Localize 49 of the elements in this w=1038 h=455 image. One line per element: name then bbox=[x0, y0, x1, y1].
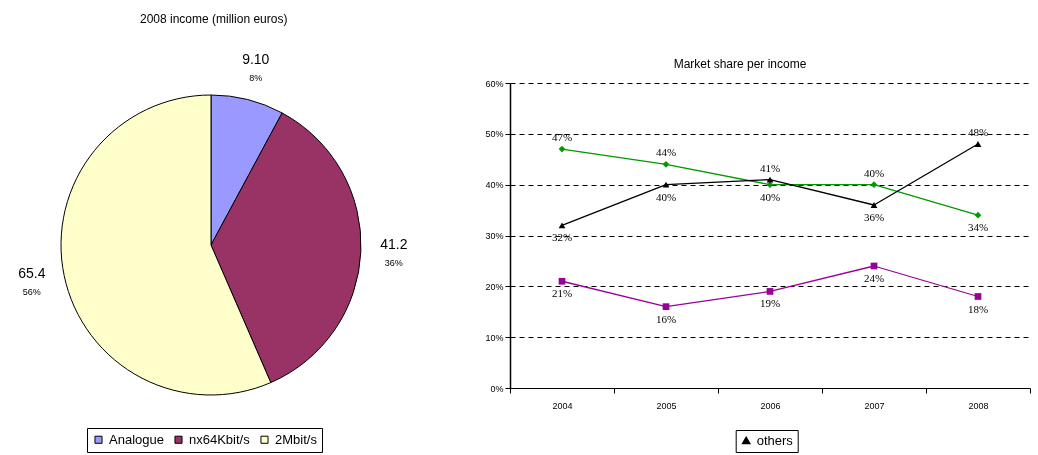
data-label: 40% bbox=[863, 166, 885, 179]
data-label: 16% bbox=[655, 312, 677, 325]
point bbox=[766, 181, 774, 189]
data-label: 36% bbox=[863, 211, 885, 223]
point bbox=[662, 181, 670, 188]
point bbox=[870, 202, 878, 208]
y-tick-label: 60% bbox=[485, 78, 504, 89]
legend-label: 2Mbit/s bbox=[275, 431, 318, 447]
data-label: 24% bbox=[863, 272, 885, 284]
x-tick-label: 2005 bbox=[656, 400, 677, 411]
point bbox=[662, 303, 670, 311]
data-label: 40% bbox=[655, 190, 677, 203]
point bbox=[558, 145, 566, 153]
y-tick-label: 30% bbox=[485, 231, 504, 241]
data-label: 34% bbox=[967, 221, 989, 234]
data-label: 41.2 bbox=[380, 235, 408, 252]
point bbox=[558, 222, 566, 229]
x-tick-label: 2007 bbox=[864, 400, 885, 411]
x-tick-label: 2004 bbox=[552, 400, 573, 411]
data-label: 19% bbox=[759, 297, 781, 310]
text: 36% bbox=[384, 257, 403, 268]
y-tick-label: 0% bbox=[490, 383, 504, 394]
point bbox=[974, 141, 982, 147]
chart-title: 2008 income (million euros) bbox=[140, 12, 288, 26]
text: 8% bbox=[249, 72, 263, 83]
data-label: 21% bbox=[551, 287, 573, 300]
legend-label: nx64Kbit/s bbox=[189, 431, 251, 447]
point bbox=[662, 160, 670, 168]
text: 56% bbox=[22, 287, 41, 298]
point bbox=[870, 181, 878, 189]
y-tick-label: 10% bbox=[485, 332, 504, 343]
x-tick-label: 2006 bbox=[760, 400, 781, 411]
data-label: 18% bbox=[967, 302, 989, 315]
point bbox=[766, 288, 774, 295]
data-label: 44% bbox=[655, 146, 677, 159]
point bbox=[974, 293, 982, 300]
x-tick-label: 2008 bbox=[968, 400, 989, 411]
chart-title: Market share per income bbox=[673, 57, 807, 71]
y-tick-label: 50% bbox=[485, 129, 504, 140]
y-tick-label: 20% bbox=[485, 281, 504, 292]
data-label: 40% bbox=[759, 190, 781, 203]
data-label: 9.10 bbox=[242, 50, 270, 67]
y-tick-label: 40% bbox=[485, 180, 504, 191]
point bbox=[558, 277, 566, 285]
data-label: 65.4 bbox=[18, 265, 46, 282]
point bbox=[974, 211, 982, 219]
legend-label: others bbox=[756, 432, 794, 448]
legend-label: Analogue bbox=[109, 431, 164, 447]
data-label: 41% bbox=[759, 161, 781, 174]
